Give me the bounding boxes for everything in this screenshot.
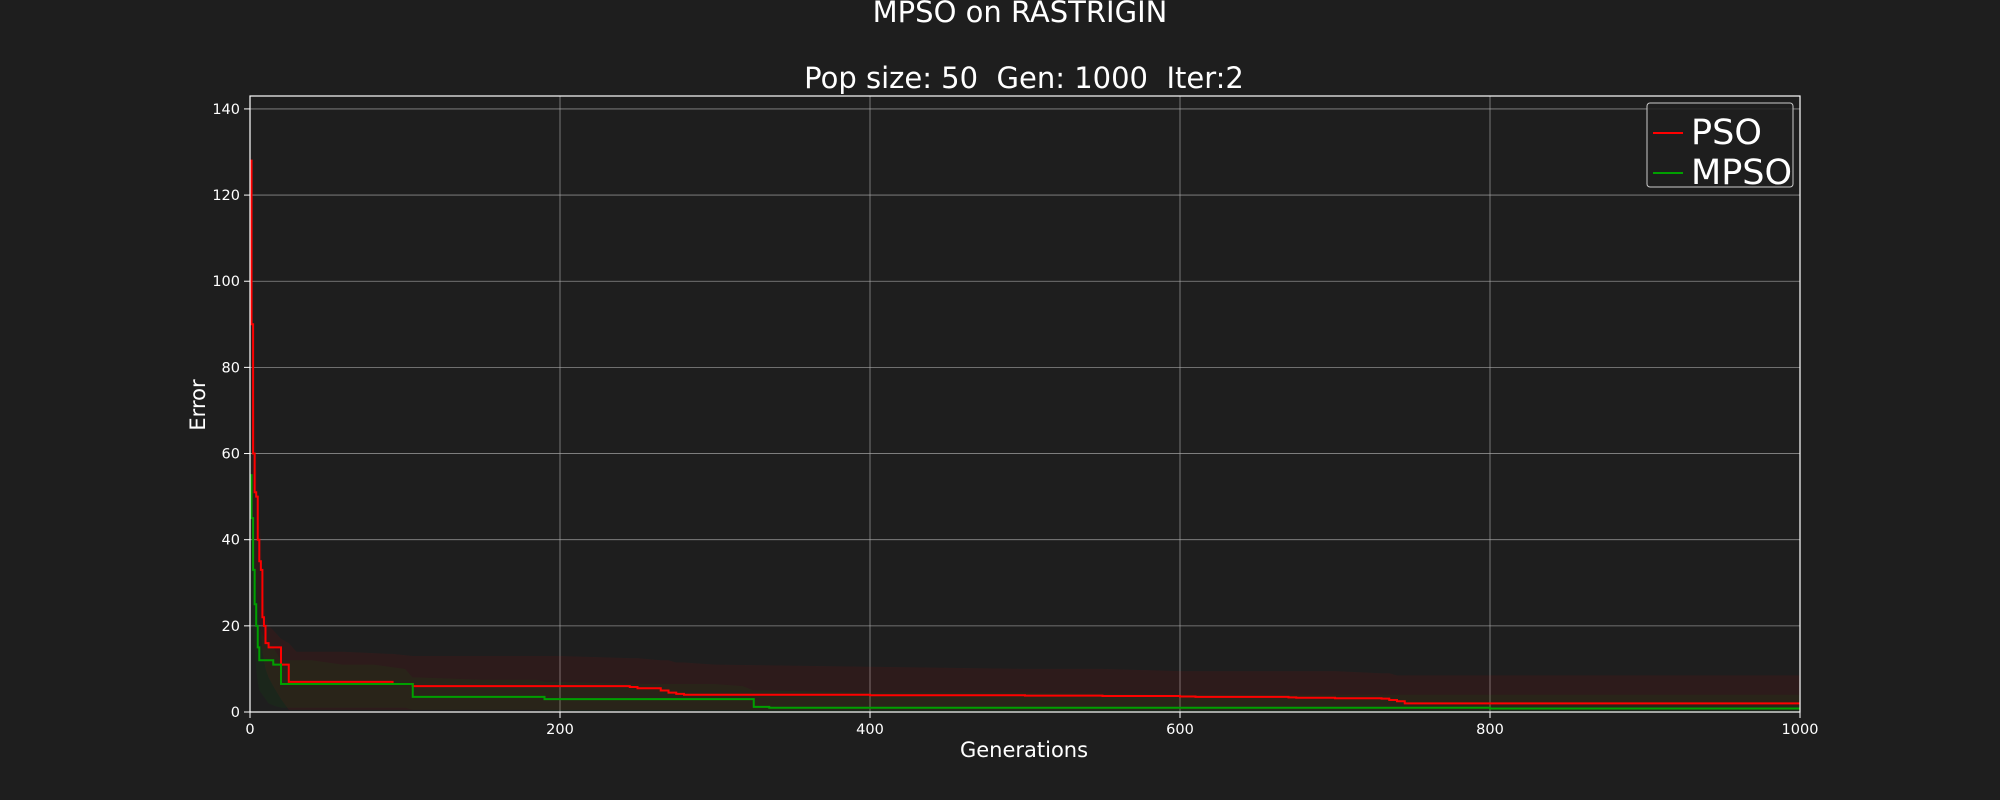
series-line-mpso bbox=[250, 474, 1800, 710]
x-tick-label: 0 bbox=[245, 722, 254, 738]
series-line-pso bbox=[250, 159, 1800, 705]
y-tick-label: 20 bbox=[222, 619, 240, 635]
axes-frame bbox=[249, 95, 1801, 713]
x-tick-label: 200 bbox=[546, 722, 574, 738]
x-tick-label: 1000 bbox=[1782, 722, 1819, 738]
y-tick-label: 0 bbox=[231, 705, 240, 721]
y-tick-label: 120 bbox=[212, 188, 240, 204]
x-tick-label: 400 bbox=[856, 722, 884, 738]
y-tick-label: 140 bbox=[212, 102, 240, 118]
confidence-bands bbox=[250, 108, 1800, 712]
axis-ticks: 0 200 400 600 800 1000 0 20 40 60 80 100 120 140 bbox=[212, 102, 1818, 738]
plot-frame bbox=[249, 95, 1801, 713]
chart-title: MPSO on RASTRIGIN bbox=[873, 0, 1168, 29]
x-axis-label: Generations bbox=[960, 738, 1088, 762]
band-mpso bbox=[250, 410, 1800, 712]
legend-label-mpso: MPSO bbox=[1691, 153, 1792, 193]
chart-subtitle: Pop size: 50 Gen: 1000 Iter:2 bbox=[804, 61, 1244, 95]
series-lines bbox=[250, 159, 1800, 710]
y-tick-label: 80 bbox=[222, 360, 240, 376]
x-tick-label: 800 bbox=[1476, 722, 1504, 738]
plot-background bbox=[250, 96, 1800, 712]
legend-label-pso: PSO bbox=[1691, 113, 1762, 153]
x-tick-label: 600 bbox=[1166, 722, 1194, 738]
plot-area bbox=[250, 96, 1800, 712]
y-tick-label: 100 bbox=[212, 274, 240, 290]
y-axis-label: Error bbox=[186, 379, 210, 431]
y-tick-label: 40 bbox=[222, 533, 240, 549]
legend-box bbox=[1646, 102, 1794, 188]
y-tick-label: 60 bbox=[222, 447, 240, 463]
